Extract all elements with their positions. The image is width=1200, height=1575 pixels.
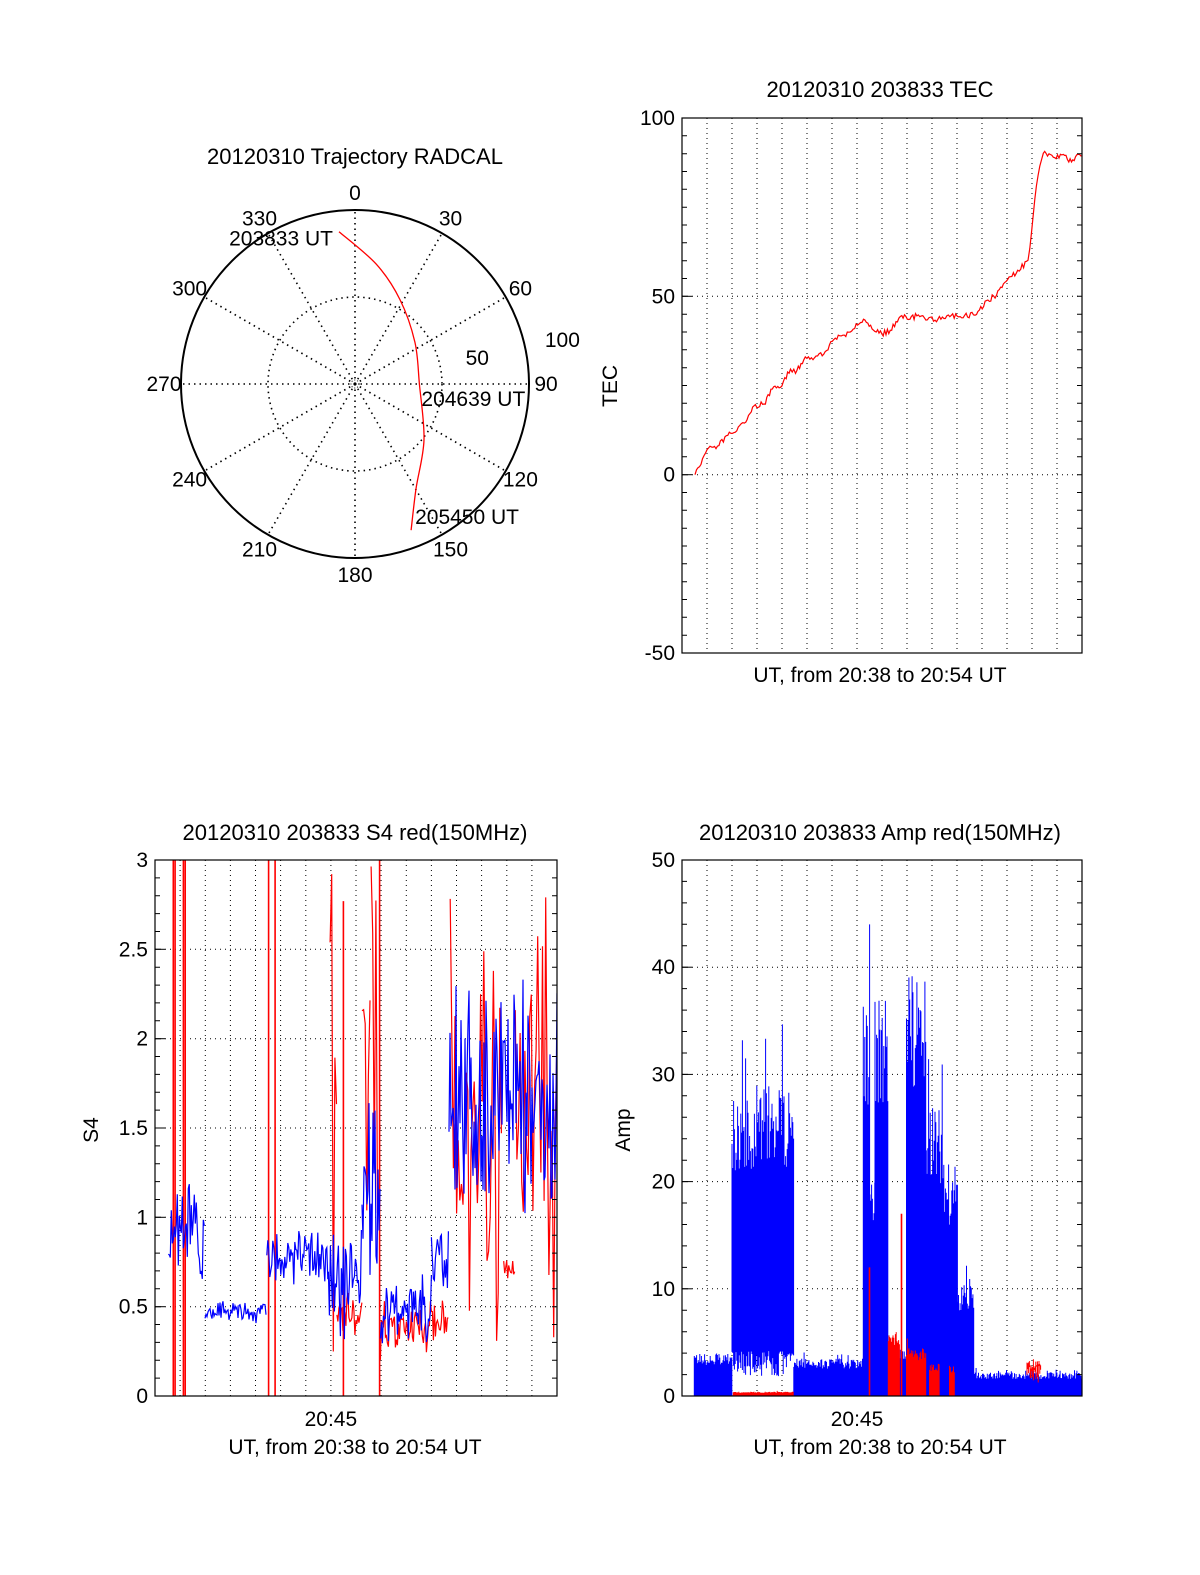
tec-title: 20120310 203833 TEC [766, 77, 993, 102]
amp-amp-blue-segment [906, 976, 927, 1393]
polar-radius-label: 50 [466, 347, 489, 370]
amp-amp-blue-segment [731, 1024, 795, 1377]
polar-angle-label: 150 [433, 538, 468, 561]
s4-s4-red-segment [503, 1260, 516, 1279]
polar-time-annotation: 205450 UT [415, 506, 519, 529]
polar-trajectory-line [338, 231, 425, 531]
s4-s4-blue-segment [266, 1230, 329, 1285]
s4-s4-blue-segment [361, 1103, 381, 1275]
polar-title: 20120310 Trajectory RADCAL [207, 144, 503, 169]
amp-amp-red-segment [906, 1338, 927, 1396]
polar-angle-label: 330 [242, 208, 277, 231]
amp-series-group [693, 924, 1082, 1396]
polar-time-annotation: 203833 UT [229, 228, 333, 251]
polar-angle-label: 0 [349, 182, 361, 205]
s4-series-group [167, 860, 557, 1396]
s4-s4-blue-segment [430, 1231, 449, 1289]
tec-y-tick-label: 0 [663, 464, 675, 487]
amp-amp-blue-segment [862, 924, 871, 1396]
tec-y-tick-label: -50 [645, 642, 675, 665]
amp-amp-blue-segment [957, 1265, 975, 1396]
amp-y-tick-label: 10 [652, 1278, 675, 1301]
amp-y-tick-label: 30 [652, 1063, 675, 1086]
s4-s4-blue-segment [327, 1229, 362, 1340]
amp-title: 20120310 203833 Amp red(150MHz) [699, 820, 1061, 845]
amp-amp-red-segment [732, 1390, 794, 1396]
s4-plot: 20120310 203833 S4 red(150MHz) UT, from … [80, 820, 558, 1459]
polar-angle-label: 30 [439, 208, 462, 231]
amp-plot: 20120310 203833 Amp red(150MHz) UT, from… [612, 820, 1083, 1459]
s4-x-tick-label: 20:45 [305, 1408, 358, 1431]
polar-angle-label: 120 [503, 469, 538, 492]
tec-y-tick-label: 50 [652, 285, 675, 308]
s4-s4-blue-segment [204, 1301, 267, 1324]
amp-amp-blue-segment [869, 1182, 876, 1396]
amp-amp-red-segment [887, 1332, 900, 1396]
amp-axes-frame [681, 859, 1083, 1397]
polar-angle-label: 300 [172, 278, 207, 301]
amp-ylabel: Amp [612, 1108, 635, 1151]
amp-amp-blue-segment [974, 1368, 1082, 1396]
amp-amp-red-segment [929, 1363, 940, 1396]
s4-s4-blue-segment [167, 1183, 205, 1279]
amp-y-tick-label: 20 [652, 1171, 675, 1194]
amp-xlabel: UT, from 20:38 to 20:54 UT [753, 1436, 1006, 1459]
s4-y-tick-label: 1 [136, 1206, 148, 1229]
polar-angle-label: 180 [337, 564, 372, 587]
amp-y-tick-label: 40 [652, 956, 675, 979]
amp-amp-blue-segment [942, 1164, 958, 1396]
polar-trajectory-plot: 20120310 Trajectory RADCAL 0 30 60 90 120 150… [146, 144, 579, 587]
s4-y-tick-label: 3 [136, 849, 148, 872]
s4-s4-red-segment [514, 897, 557, 1338]
s4-y-tick-label: 1.5 [119, 1117, 148, 1140]
polar-angle-label: 60 [509, 278, 532, 301]
tec-xlabel: UT, from 20:38 to 20:54 UT [753, 664, 1006, 687]
s4-s4-blue-segment [448, 979, 557, 1214]
polar-angle-label: 240 [172, 469, 207, 492]
amp-amp-red-segment [1026, 1359, 1042, 1383]
amp-amp-blue-segment [693, 1353, 733, 1396]
polar-outer-circle [180, 209, 530, 559]
polar-radius-label: 100 [545, 329, 580, 352]
polar-angle-label: 270 [146, 373, 181, 396]
s4-y-tick-label: 0 [136, 1385, 148, 1408]
s4-title: 20120310 203833 S4 red(150MHz) [183, 820, 528, 845]
tec-tec-line [694, 150, 1082, 475]
tec-series-group [694, 150, 1082, 475]
s4-y-tick-label: 0.5 [119, 1296, 148, 1319]
s4-s4-blue-segment [379, 1274, 432, 1344]
polar-radius-gridcircle [267, 296, 443, 472]
s4-s4-red-segment [361, 1000, 371, 1211]
s4-xlabel: UT, from 20:38 to 20:54 UT [228, 1436, 481, 1459]
polar-angle-label: 210 [242, 538, 277, 561]
polar-center-marker [350, 379, 360, 389]
amp-amp-blue-segment [874, 1000, 889, 1396]
s4-ylabel: S4 [80, 1117, 103, 1143]
s4-s4-red-segment [329, 874, 338, 1352]
tec-y-tick-label: 100 [640, 107, 675, 130]
amp-y-tick-label: 50 [652, 849, 675, 872]
tec-ylabel: TEC [599, 365, 622, 407]
s4-y-tick-label: 2 [136, 1028, 148, 1051]
amp-amp-red-segment [949, 1365, 955, 1396]
tec-plot: 20120310 203833 TEC UT, from 20:38 to 20… [599, 77, 1083, 687]
polar-angle-label: 90 [534, 373, 557, 396]
amp-amp-blue-segment [793, 1352, 863, 1396]
polar-time-annotation: 204639 UT [421, 388, 525, 411]
amp-y-tick-label: 0 [663, 1385, 675, 1408]
amp-x-tick-label: 20:45 [831, 1408, 884, 1431]
s4-s4-red-segment [379, 1300, 449, 1360]
amp-amp-blue-segment [925, 1059, 943, 1396]
s4-y-tick-label: 2.5 [119, 938, 148, 961]
